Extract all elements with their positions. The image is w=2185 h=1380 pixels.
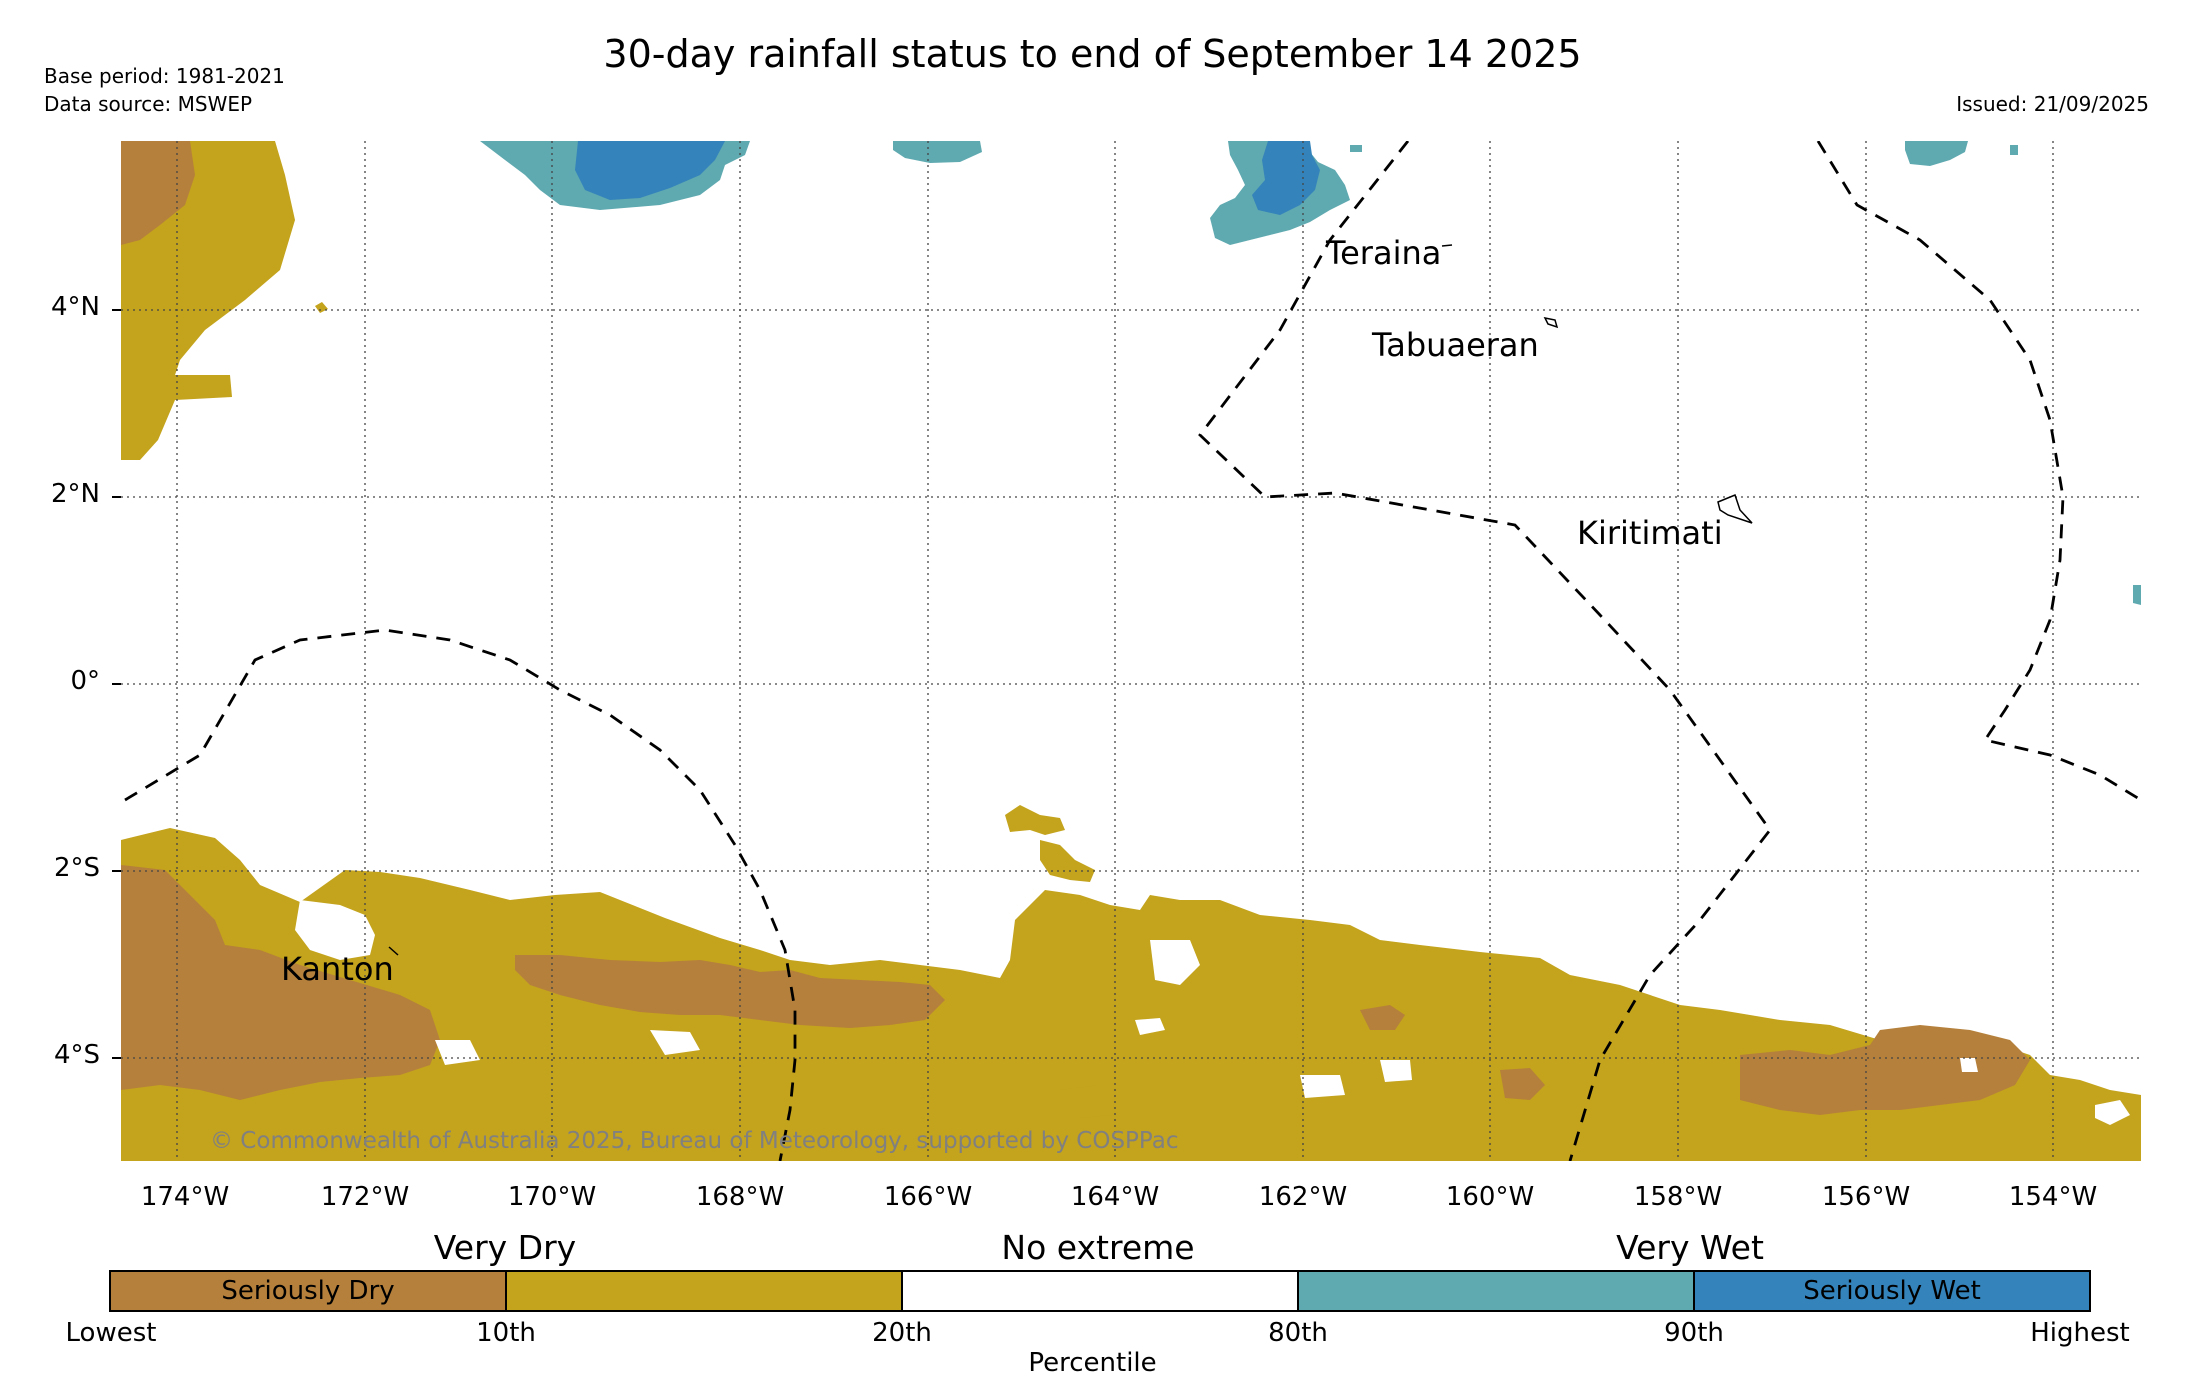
lat-label-0: 0° bbox=[70, 666, 100, 696]
copyright-text: © Commonwealth of Australia 2025, Bureau… bbox=[210, 1128, 1179, 1154]
lon-label: 172°W bbox=[320, 1182, 410, 1212]
no-extreme-holes bbox=[295, 900, 2130, 1125]
legend-box-seriously-dry: Seriously Dry bbox=[109, 1270, 507, 1312]
lat-label-4n: 4°N bbox=[51, 292, 100, 322]
graticule bbox=[121, 141, 2141, 1161]
lon-label: 164°W bbox=[1070, 1182, 1160, 1212]
issued-date-text: Issued: 21/09/2025 bbox=[1956, 92, 2149, 116]
legend-box-very-wet bbox=[1297, 1270, 1695, 1312]
lat-ticks bbox=[112, 309, 121, 1059]
legend-tick-label: 20th bbox=[872, 1318, 932, 1348]
lon-label: 166°W bbox=[883, 1182, 973, 1212]
legend-heading-very-wet: Very Wet bbox=[1616, 1228, 1764, 1267]
place-label-teraina: Teraina bbox=[1326, 234, 1442, 272]
lon-label: 168°W bbox=[695, 1182, 785, 1212]
island-outlines bbox=[388, 244, 1753, 956]
lon-label: 154°W bbox=[2008, 1182, 2098, 1212]
page-title: 30-day rainfall status to end of Septemb… bbox=[603, 32, 1582, 76]
base-period-text: Base period: 1981-2021 bbox=[44, 64, 285, 88]
lat-label-2n: 2°N bbox=[51, 479, 100, 509]
very-wet-regions bbox=[480, 141, 2141, 605]
lon-label: 174°W bbox=[140, 1182, 230, 1212]
legend-tick-label: Highest bbox=[2030, 1318, 2130, 1348]
legend-tick-label: 80th bbox=[1268, 1318, 1328, 1348]
legend-axis-label: Percentile bbox=[1028, 1348, 1157, 1378]
legend-heading-very-dry: Very Dry bbox=[433, 1228, 577, 1267]
place-label-kiritimati: Kiritimati bbox=[1577, 514, 1723, 552]
lon-label: 160°W bbox=[1445, 1182, 1535, 1212]
place-label-kanton: Kanton bbox=[281, 950, 394, 988]
seriously-dry-regions bbox=[121, 141, 2030, 1115]
place-label-tabuaeran: Tabuaeran bbox=[1372, 326, 1539, 364]
legend-box-no-extreme bbox=[901, 1270, 1299, 1312]
lon-label: 156°W bbox=[1821, 1182, 1911, 1212]
lon-label: 158°W bbox=[1633, 1182, 1723, 1212]
legend-box-seriously-wet: Seriously Wet bbox=[1693, 1270, 2091, 1312]
eez-boundaries bbox=[124, 141, 2141, 1161]
data-source-text: Data source: MSWEP bbox=[44, 92, 253, 116]
legend-tick-label: Lowest bbox=[65, 1318, 157, 1348]
lat-label-2s: 2°S bbox=[53, 853, 100, 883]
lon-label: 170°W bbox=[507, 1182, 597, 1212]
legend-tick-label: 10th bbox=[476, 1318, 536, 1348]
lon-label: 162°W bbox=[1258, 1182, 1348, 1212]
lat-label-4s: 4°S bbox=[53, 1040, 100, 1070]
legend-heading-no-extreme: No extreme bbox=[1001, 1228, 1195, 1267]
legend-tick-label: 90th bbox=[1664, 1318, 1724, 1348]
legend-box-very-dry bbox=[505, 1270, 903, 1312]
